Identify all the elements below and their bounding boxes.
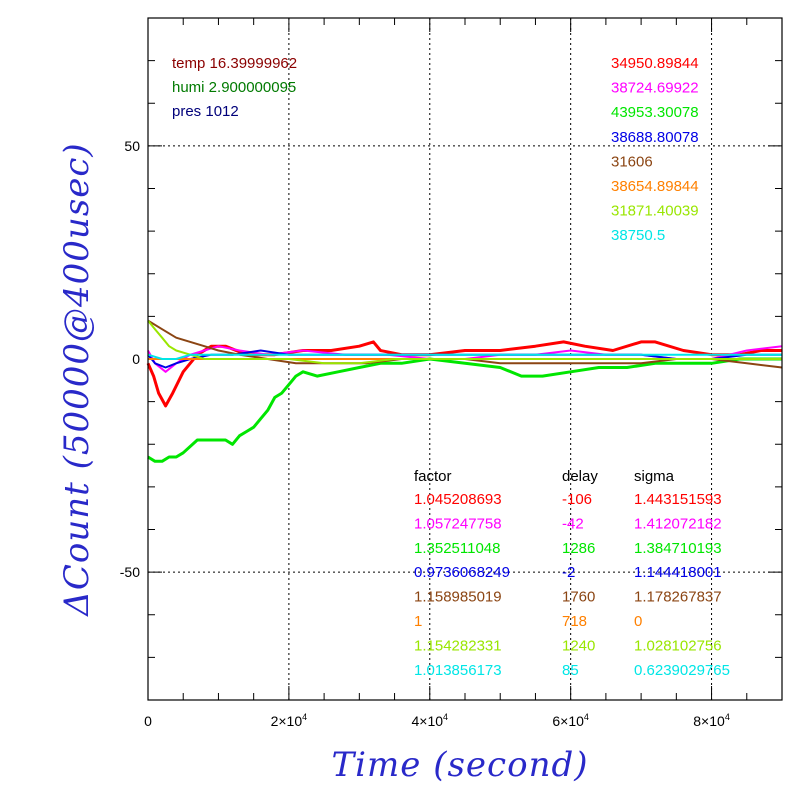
series-lines: [146, 319, 783, 463]
series-line-5: [147, 319, 783, 369]
table-cell-delay: 718: [562, 613, 587, 630]
table-cell-factor: 1.045208693: [414, 491, 502, 508]
table-cell-sigma: 1.412072182: [634, 515, 722, 532]
table-cell-delay: 85: [562, 662, 579, 679]
x-tick-label: 2×104: [271, 712, 308, 729]
env-annotation: pres 1012: [172, 103, 239, 120]
series-line-7: [147, 319, 782, 365]
x-tick-label: 0: [144, 713, 152, 729]
x-tick-label: 8×104: [693, 712, 730, 729]
x-tick-label: 4×104: [411, 712, 448, 729]
env-annotation: humi 2.900000095: [172, 79, 296, 96]
env-annotation: temp 16.39999962: [172, 55, 297, 72]
table-cell-sigma: 1.384710193: [634, 540, 722, 557]
x-tick-labels: 0 2×104 4×104 6×104 8×104: [144, 712, 730, 729]
table-header: factor: [414, 468, 452, 485]
y-tick-label: -50: [120, 564, 140, 580]
series-line-1: [146, 340, 782, 408]
series-means-legend: 34950.89844 38724.69922 43953.30078 38688.8…: [611, 55, 699, 244]
y-tick-label: 50: [124, 138, 140, 154]
series-mean-label: 38724.69922: [611, 80, 699, 97]
table-header: delay: [562, 468, 598, 485]
table-cell-factor: 0.9736068249: [414, 564, 510, 581]
table-cell-sigma: 0.6239029765: [634, 662, 730, 679]
table-cell-factor: 1.154282331: [414, 637, 502, 654]
table-cell-sigma: 1.028102756: [634, 637, 722, 654]
table-cell-delay: 1286: [562, 540, 595, 557]
minor-ticks: [148, 18, 782, 700]
y-axis-title: ΔCount (50000@400usec): [57, 142, 97, 617]
table-cell-delay: -42: [562, 515, 584, 532]
environment-annotations: temp 16.39999962 humi 2.900000095 pres 101…: [172, 55, 297, 120]
x-tick-label: 6×104: [552, 712, 589, 729]
table-cell-delay: -106: [562, 491, 592, 508]
table-cell-factor: 1.158985019: [414, 589, 502, 606]
series-line-8: [147, 353, 782, 360]
table-cell-sigma: 0: [634, 613, 642, 630]
y-tick-label: 0: [132, 351, 140, 367]
table-cell-delay: 1240: [562, 637, 595, 654]
x-axis-title: Time (second): [332, 745, 589, 785]
table-cell-delay: -2: [562, 564, 575, 581]
series-mean-label: 43953.30078: [611, 104, 699, 121]
table-header: sigma: [634, 468, 675, 485]
table-cell-sigma: 1.144418001: [634, 564, 722, 581]
plot-frame: [147, 17, 783, 701]
series-parameter-table: factor delay sigma 1.045208693 -106 1.4431515…: [414, 468, 730, 679]
series-mean-label: 38688.80078: [611, 129, 699, 146]
series-mean-label: 31871.40039: [611, 203, 699, 220]
series-mean-label: 38654.89844: [611, 178, 699, 195]
series-line-3: [147, 357, 782, 463]
y-tick-labels: 50 0 -50: [120, 138, 140, 580]
table-cell-delay: 1760: [562, 589, 595, 606]
series-mean-label: 31606: [611, 153, 653, 170]
table-cell-factor: 1.352511048: [414, 540, 500, 557]
series-mean-label: 34950.89844: [611, 55, 699, 72]
table-cell-sigma: 1.178267837: [634, 589, 722, 606]
table-cell-sigma: 1.443151593: [634, 491, 722, 508]
series-mean-label: 38750.5: [611, 227, 665, 244]
table-cell-factor: 1.013856173: [414, 662, 502, 679]
table-cell-factor: 1: [414, 613, 422, 630]
table-cell-factor: 1.057247758: [414, 515, 502, 532]
